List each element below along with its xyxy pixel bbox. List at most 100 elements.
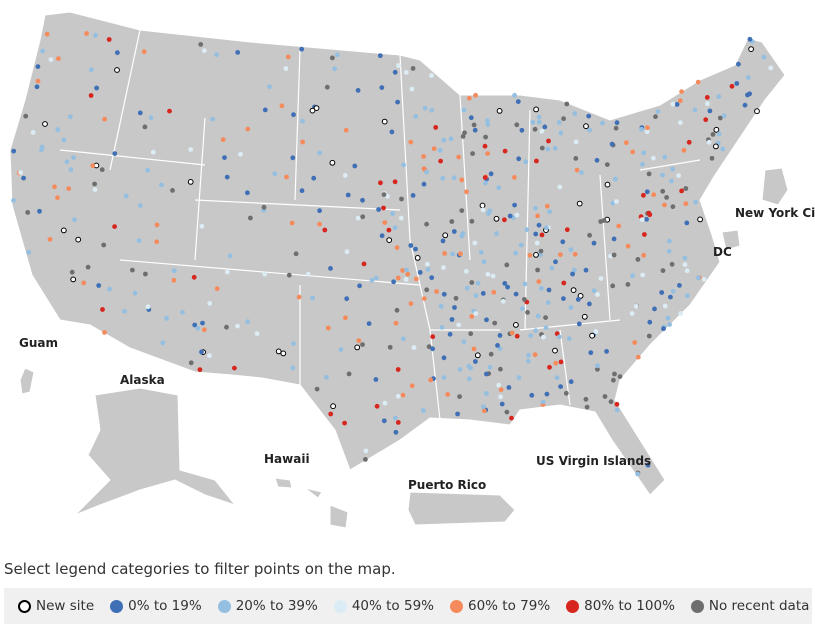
region-label: Guam (19, 336, 58, 350)
site-point (514, 333, 520, 339)
site-point (642, 232, 647, 237)
site-point (145, 304, 151, 310)
site-point (44, 31, 50, 37)
site-point (644, 189, 650, 195)
legend-item[interactable]: 80% to 100% (566, 598, 675, 614)
site-point (561, 116, 566, 122)
site-point (529, 392, 535, 398)
site-point (532, 352, 538, 358)
site-point (438, 158, 443, 164)
site-point (329, 159, 336, 166)
site-point (354, 344, 361, 351)
site-point (395, 393, 401, 399)
site-point (464, 285, 470, 291)
site-point (430, 334, 436, 340)
legend-item[interactable]: New site (18, 598, 94, 614)
site-point (413, 276, 419, 282)
site-point (577, 293, 584, 299)
site-point (487, 208, 493, 214)
site-point (568, 305, 574, 310)
site-point (23, 113, 29, 119)
site-point (509, 330, 515, 336)
site-point (602, 394, 608, 399)
site-point (311, 175, 317, 181)
site-point (360, 342, 365, 347)
site-point (96, 283, 102, 288)
site-point (710, 132, 716, 137)
site-point (413, 114, 419, 119)
site-point (676, 173, 681, 179)
site-point (575, 297, 581, 302)
site-point (484, 391, 489, 396)
site-point (502, 281, 508, 286)
site-point (684, 268, 690, 274)
legend-item[interactable]: 60% to 79% (450, 598, 550, 614)
site-point (441, 137, 447, 143)
legend-item[interactable]: 20% to 39% (217, 598, 318, 614)
site-point (466, 363, 472, 369)
site-point (572, 111, 578, 116)
site-point (429, 107, 435, 113)
site-point (677, 98, 683, 104)
site-point (669, 261, 675, 267)
site-point (466, 95, 472, 101)
site-point (93, 32, 98, 38)
site-point (716, 131, 722, 137)
site-point (629, 311, 635, 316)
site-point (346, 371, 352, 377)
site-point (635, 354, 641, 360)
site-point (587, 301, 592, 307)
site-point (586, 113, 592, 119)
legend-item[interactable]: No recent data (690, 598, 810, 614)
site-point (538, 252, 543, 258)
site-point (742, 102, 748, 108)
site-point (106, 37, 112, 42)
site-point (768, 65, 774, 71)
site-point (343, 127, 349, 133)
site-point (498, 394, 503, 400)
site-point (563, 390, 569, 396)
site-point (655, 109, 661, 114)
site-point (491, 289, 497, 295)
site-point (669, 178, 674, 184)
site-point (460, 134, 466, 139)
site-point (426, 344, 432, 350)
site-point (424, 287, 430, 293)
site-point (25, 210, 31, 215)
site-point (313, 105, 320, 111)
site-point (543, 325, 549, 331)
legend-label: No recent data (708, 598, 810, 614)
site-point (188, 360, 194, 366)
site-point (484, 317, 489, 323)
site-point (685, 293, 690, 299)
site-point (520, 306, 525, 312)
site-point (400, 268, 405, 273)
site-point (69, 269, 75, 275)
site-point (160, 340, 166, 346)
site-point (394, 245, 400, 251)
site-point (344, 249, 350, 255)
site-point (102, 116, 107, 122)
site-point (285, 54, 291, 60)
site-point (535, 213, 540, 219)
site-point (245, 190, 250, 196)
legend-item[interactable]: 40% to 59% (333, 598, 434, 614)
site-point (479, 202, 486, 209)
site-point (579, 170, 584, 175)
site-point (26, 249, 32, 255)
site-point (625, 243, 631, 249)
site-point (584, 404, 590, 410)
site-point (389, 129, 395, 135)
site-point (484, 371, 489, 377)
site-point (547, 364, 552, 370)
site-point (546, 138, 551, 144)
site-point (286, 272, 292, 278)
site-point (408, 301, 414, 306)
site-point (400, 392, 406, 398)
site-point (245, 126, 251, 132)
site-point (469, 314, 475, 319)
legend-item[interactable]: 0% to 19% (110, 598, 202, 614)
site-point (442, 232, 449, 239)
site-point (72, 217, 77, 223)
site-point (611, 252, 617, 258)
